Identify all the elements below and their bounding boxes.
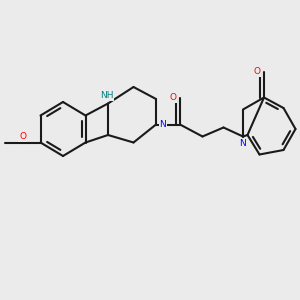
Text: O: O	[253, 68, 260, 76]
Text: O: O	[19, 132, 26, 141]
Text: NH: NH	[100, 92, 113, 100]
Text: N: N	[159, 120, 166, 129]
Text: O: O	[169, 93, 176, 102]
Text: N: N	[240, 140, 246, 148]
